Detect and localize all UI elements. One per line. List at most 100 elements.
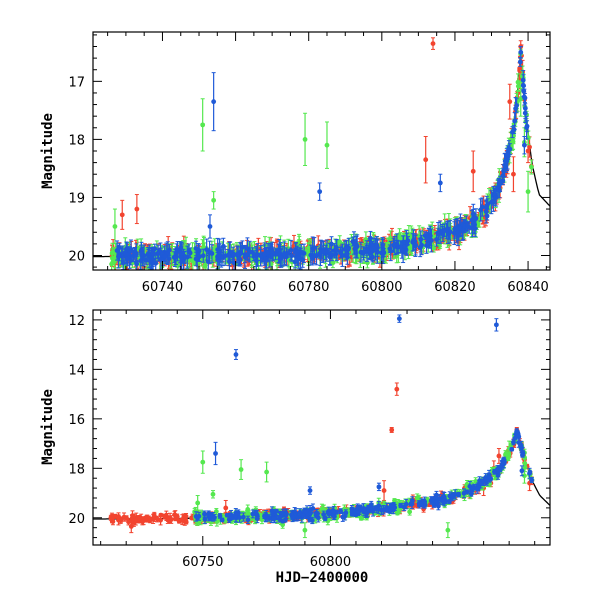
- data-point: [289, 253, 295, 259]
- data-point: [117, 245, 122, 251]
- y-tick-label: 19: [68, 191, 85, 206]
- x-tick-label: 60840: [507, 280, 548, 295]
- data-point: [374, 242, 380, 248]
- data-point: [507, 99, 513, 105]
- data-point: [311, 245, 317, 251]
- top-panel-frame: [92, 31, 551, 271]
- data-point: [455, 233, 461, 239]
- data-point: [479, 204, 485, 210]
- y-tick-label: 18: [68, 133, 85, 148]
- data-point: [351, 240, 357, 246]
- data-point: [418, 236, 424, 242]
- data-point: [525, 148, 531, 154]
- y-tick-label: 17: [68, 75, 85, 90]
- data-point: [174, 246, 180, 252]
- data-point: [381, 250, 387, 255]
- data-point: [510, 129, 515, 135]
- data-point: [317, 250, 323, 256]
- data-point: [116, 254, 121, 260]
- data-point: [139, 251, 144, 257]
- data-point: [200, 253, 206, 259]
- data-point: [515, 79, 521, 85]
- data-point: [524, 123, 530, 129]
- data-point: [425, 236, 431, 242]
- data-point: [282, 250, 287, 256]
- data-point: [514, 103, 519, 108]
- data-point: [292, 259, 298, 265]
- data-point: [470, 221, 476, 227]
- data-point: [392, 242, 397, 247]
- data-point: [364, 247, 370, 253]
- data-point: [112, 224, 118, 229]
- data-point: [200, 122, 206, 128]
- data-point: [306, 245, 312, 251]
- data-point: [220, 243, 226, 249]
- data-point: [520, 73, 525, 79]
- data-point: [193, 256, 199, 262]
- x-tick-label: 60820: [434, 280, 475, 295]
- data-point: [483, 209, 489, 214]
- data-point: [216, 252, 222, 258]
- data-point: [211, 197, 217, 203]
- data-point: [211, 99, 217, 105]
- data-point: [342, 246, 348, 252]
- data-point: [187, 250, 193, 256]
- data-point: [430, 41, 436, 47]
- data-point: [134, 206, 140, 212]
- data-point: [522, 142, 527, 148]
- data-point: [517, 59, 523, 65]
- data-point: [309, 255, 315, 261]
- top-y-axis-label: Magnitude: [40, 113, 56, 189]
- data-point: [518, 49, 524, 55]
- data-point: [217, 248, 222, 253]
- bottom-panel-marks: [93, 314, 550, 539]
- data-point: [138, 258, 144, 264]
- data-point: [525, 189, 531, 195]
- data-point: [324, 142, 330, 148]
- data-point: [497, 181, 503, 187]
- data-point: [354, 243, 360, 249]
- data-point: [437, 180, 443, 186]
- data-point: [269, 249, 274, 254]
- data-point: [247, 249, 253, 255]
- data-point: [368, 246, 374, 251]
- data-point: [522, 95, 528, 101]
- data-point: [127, 249, 133, 254]
- data-point: [337, 239, 343, 245]
- data-point: [278, 251, 283, 257]
- data-point: [234, 251, 240, 257]
- top-panel-marks: [93, 37, 550, 270]
- data-point: [302, 136, 308, 142]
- data-point: [119, 212, 125, 218]
- x-tick-label: 60780: [288, 280, 329, 295]
- data-point: [411, 237, 416, 243]
- data-point: [278, 255, 284, 261]
- data-point: [451, 230, 457, 236]
- data-point: [520, 82, 526, 88]
- data-point: [292, 250, 298, 255]
- data-point: [166, 247, 172, 253]
- data-point: [237, 257, 243, 263]
- data-point: [207, 224, 213, 229]
- data-point: [239, 244, 245, 250]
- data-point: [466, 224, 472, 230]
- data-point: [334, 247, 340, 253]
- data-point: [124, 256, 130, 262]
- y-tick-label: 20: [68, 249, 85, 264]
- data-point: [253, 254, 259, 259]
- data-point: [153, 260, 159, 266]
- top-series-blue: [114, 46, 530, 270]
- top-panel: 17 18 19 20 60740 60760 60780 60800 60820 60840 M…: [40, 31, 551, 295]
- data-point: [209, 251, 215, 256]
- data-point: [517, 65, 523, 71]
- data-point: [230, 251, 236, 256]
- data-point: [321, 249, 326, 255]
- data-point: [397, 244, 403, 250]
- data-point: [444, 228, 450, 234]
- data-point: [493, 194, 499, 200]
- x-tick-label: 60740: [142, 280, 183, 295]
- data-point: [179, 250, 185, 256]
- data-point: [522, 110, 528, 116]
